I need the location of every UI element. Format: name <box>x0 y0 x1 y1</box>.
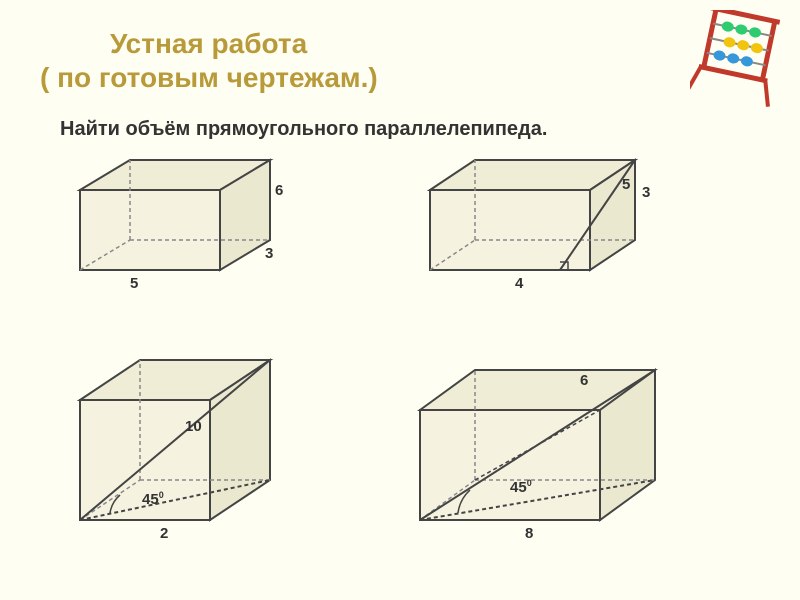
diagram-2: 5 3 4 <box>420 150 680 320</box>
d2-label-b: 3 <box>642 184 650 201</box>
title-line-1: Устная работа <box>110 28 307 60</box>
d3-label-angle: 450 <box>142 490 164 508</box>
d1-label-depth: 3 <box>265 245 273 262</box>
d4-label-angle: 450 <box>510 478 532 496</box>
d2-label-c: 5 <box>622 176 630 193</box>
d4-label-a: 8 <box>525 525 533 542</box>
d2-label-a: 4 <box>515 275 523 292</box>
diagram-4: 6 450 8 <box>410 360 710 560</box>
d3-label-diag: 10 <box>185 418 202 435</box>
subtitle: Найти объём прямоугольного параллелепипе… <box>60 118 547 141</box>
diagram-3: 10 450 2 <box>70 350 330 560</box>
abacus-icon <box>690 10 780 110</box>
d1-label-height: 6 <box>275 182 283 199</box>
diagram-1: 6 3 5 <box>70 150 310 320</box>
d1-label-width: 5 <box>130 275 138 292</box>
title-line-2: ( по готовым чертежам.) <box>40 62 378 94</box>
d3-label-a: 2 <box>160 525 168 542</box>
d4-label-b: 6 <box>580 372 588 389</box>
